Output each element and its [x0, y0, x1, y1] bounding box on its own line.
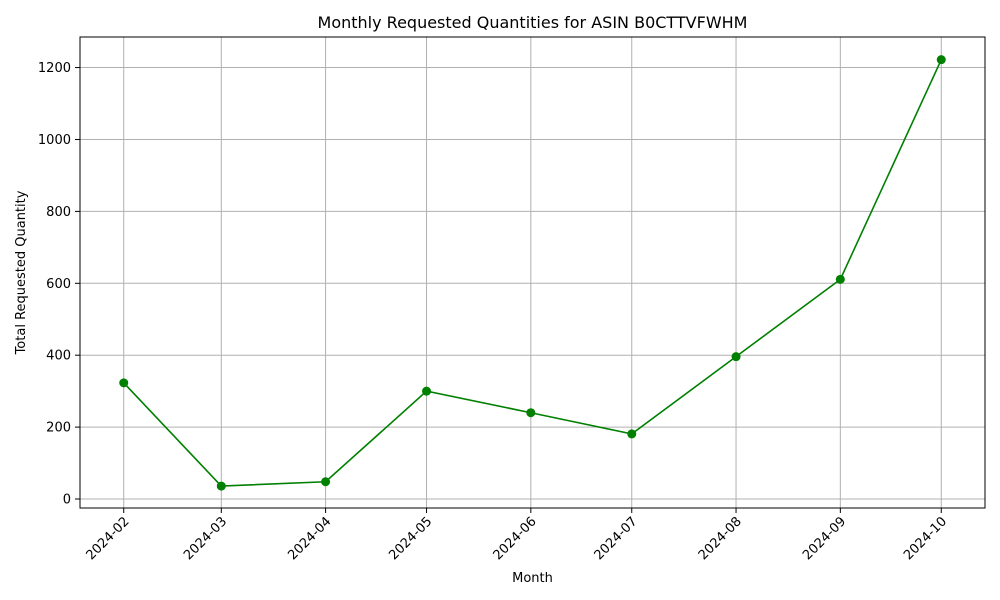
y-tick-label: 400: [46, 349, 71, 364]
y-tick-label: 1200: [38, 61, 71, 76]
data-point: [627, 429, 637, 439]
series-layer: [119, 55, 946, 491]
y-tick-label: 0: [63, 493, 71, 508]
data-point: [119, 378, 129, 388]
data-point: [835, 274, 845, 284]
y-axis-label: Total Requested Quantity: [14, 190, 29, 355]
data-point: [321, 477, 331, 487]
plot-frame: [79, 36, 986, 509]
y-tick-label: 800: [46, 205, 71, 220]
data-point: [731, 352, 741, 362]
y-tick-label: 1000: [38, 133, 71, 148]
data-point: [526, 408, 536, 418]
y-tick-label: 200: [46, 421, 71, 436]
chart-title: Monthly Requested Quantities for ASIN B0…: [318, 13, 748, 32]
x-axis-label: Month: [512, 571, 553, 586]
data-point: [422, 386, 432, 396]
data-point: [216, 481, 226, 491]
data-point: [936, 55, 946, 65]
y-tick-label: 600: [46, 277, 71, 292]
